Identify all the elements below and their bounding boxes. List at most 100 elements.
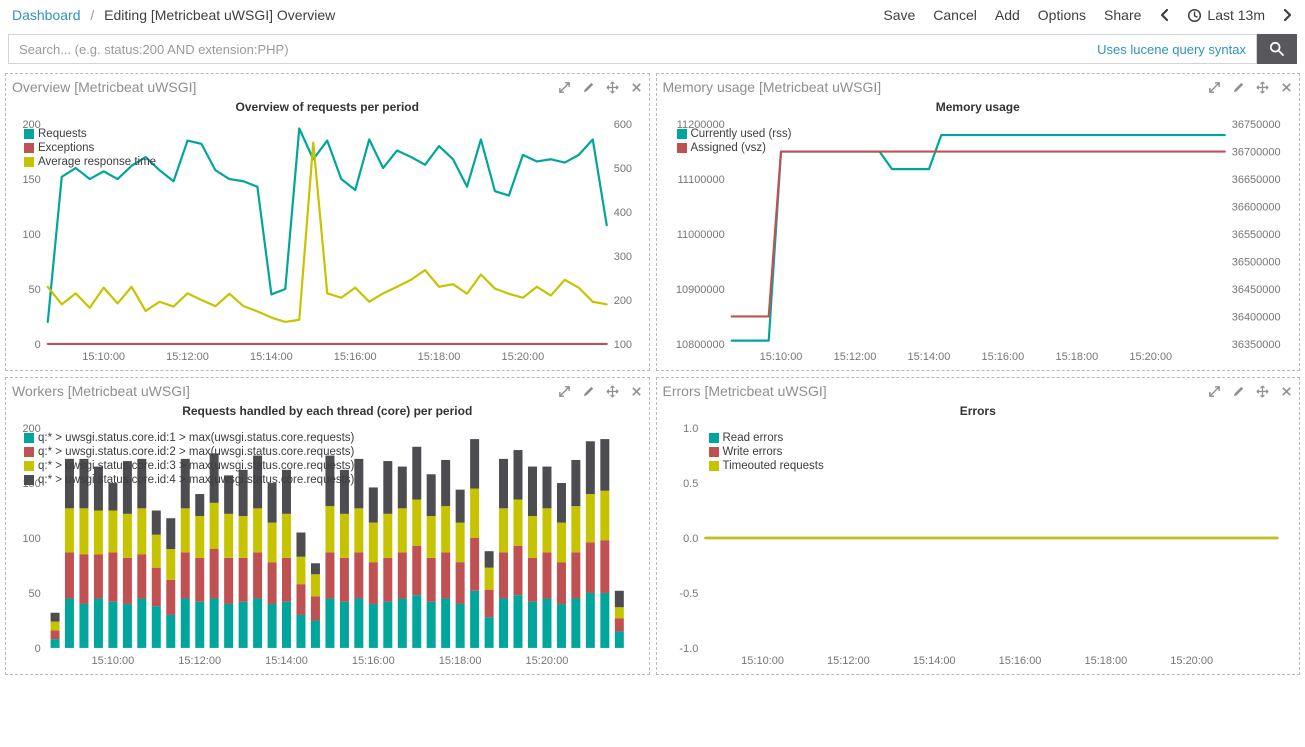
time-back-icon[interactable] <box>1159 8 1169 22</box>
svg-text:50: 50 <box>29 284 41 296</box>
svg-text:100: 100 <box>614 339 632 351</box>
timepicker-button[interactable]: Last 13m <box>1187 7 1265 23</box>
edit-panel-icon[interactable] <box>582 385 595 398</box>
chart-overview: 200 150 100 50 0 600 500 400 300 200 100 15:10:00 15… <box>12 116 643 366</box>
move-panel-icon[interactable] <box>1256 385 1269 398</box>
panel-title: Memory usage [Metricbeat uWSGI] <box>662 79 882 95</box>
legend-label: q:* > uwsgi.status.core.id:1 > max(uwsgi… <box>38 432 355 444</box>
breadcrumb: Dashboard / Editing [Metricbeat uWSGI] O… <box>12 7 335 23</box>
legend-item[interactable]: Timeouted requests <box>708 460 824 472</box>
time-forward-icon[interactable] <box>1283 8 1293 22</box>
svg-text:15:10:00: 15:10:00 <box>759 351 802 363</box>
close-panel-icon[interactable] <box>630 385 643 398</box>
svg-text:15:10:00: 15:10:00 <box>741 655 784 667</box>
svg-text:36650000: 36650000 <box>1231 174 1280 186</box>
svg-text:15:16:00: 15:16:00 <box>981 351 1024 363</box>
legend-swatch <box>24 143 34 153</box>
chart-canvas[interactable]: 11200000 11100000 11000000 10900000 10800000… <box>663 116 1294 366</box>
svg-text:15:16:00: 15:16:00 <box>352 655 395 667</box>
legend-item[interactable]: Read errors <box>708 432 824 444</box>
svg-text:36500000: 36500000 <box>1231 256 1280 268</box>
svg-text:10800000: 10800000 <box>675 339 724 351</box>
legend-item[interactable]: Currently used (rss) <box>676 128 792 140</box>
close-panel-icon[interactable] <box>1280 81 1293 94</box>
svg-text:150: 150 <box>22 174 40 186</box>
svg-text:15:12:00: 15:12:00 <box>833 351 876 363</box>
legend-swatch <box>676 129 687 139</box>
close-panel-icon[interactable] <box>630 81 643 94</box>
save-button[interactable]: Save <box>883 7 916 23</box>
panel-icons <box>558 81 643 94</box>
edit-panel-icon[interactable] <box>582 81 595 94</box>
svg-text:15:14:00: 15:14:00 <box>907 351 950 363</box>
search-button[interactable] <box>1257 34 1297 64</box>
chart-legend: Currently used (rss) Assigned (vsz) <box>676 128 792 156</box>
chart-canvas[interactable]: 1.0 0.5 0.0 -0.5 -1.0 15:10:00 15:12:00 15:14:0… <box>663 420 1294 670</box>
edit-panel-icon[interactable] <box>1232 81 1245 94</box>
chart-legend: q:* > uwsgi.status.core.id:1 > max(uwsgi… <box>24 432 354 488</box>
legend-item[interactable]: Requests <box>24 128 156 140</box>
svg-text:15:16:00: 15:16:00 <box>998 655 1041 667</box>
legend-item[interactable]: q:* > uwsgi.status.core.id:2 > max(uwsgi… <box>24 446 354 458</box>
svg-text:36700000: 36700000 <box>1231 147 1280 159</box>
expand-panel-icon[interactable] <box>1208 81 1221 94</box>
panel-header: Overview [Metricbeat uWSGI] <box>12 76 643 98</box>
svg-text:15:20:00: 15:20:00 <box>526 655 569 667</box>
move-panel-icon[interactable] <box>606 81 619 94</box>
options-button[interactable]: Options <box>1037 7 1087 23</box>
close-panel-icon[interactable] <box>1280 385 1293 398</box>
svg-text:200: 200 <box>22 119 40 131</box>
search-bar: Uses lucene query syntax <box>8 34 1297 64</box>
breadcrumb-separator: / <box>90 7 95 23</box>
svg-text:15:12:00: 15:12:00 <box>166 351 209 363</box>
svg-text:100: 100 <box>22 229 40 241</box>
legend-item[interactable]: Assigned (vsz) <box>676 142 792 154</box>
legend-label: q:* > uwsgi.status.core.id:3 > max(uwsgi… <box>38 460 355 472</box>
cancel-button[interactable]: Cancel <box>933 7 977 23</box>
legend-label: Currently used (rss) <box>690 128 792 140</box>
lucene-syntax-link[interactable]: Uses lucene query syntax <box>1097 41 1246 57</box>
expand-panel-icon[interactable] <box>558 81 571 94</box>
chart-workers: 20015010050015:10:0015:12:0015:14:0015:1… <box>12 420 643 670</box>
share-button[interactable]: Share <box>1104 7 1142 23</box>
svg-text:15:18:00: 15:18:00 <box>1084 655 1127 667</box>
legend-swatch <box>24 475 34 485</box>
chart-legend: Read errors Write errors Timeouted request… <box>708 432 824 474</box>
legend-swatch <box>708 461 719 471</box>
search-input[interactable] <box>17 40 1088 58</box>
legend-label: Average response time <box>38 156 157 168</box>
panel-title: Overview [Metricbeat uWSGI] <box>12 79 197 95</box>
legend-item[interactable]: Write errors <box>708 446 824 458</box>
move-panel-icon[interactable] <box>1256 81 1269 94</box>
svg-text:0: 0 <box>35 339 41 351</box>
svg-text:36750000: 36750000 <box>1231 119 1280 131</box>
add-button[interactable]: Add <box>994 7 1020 23</box>
breadcrumb-dashboard-link[interactable]: Dashboard <box>12 7 81 23</box>
edit-panel-icon[interactable] <box>1232 385 1245 398</box>
panel-memory-usage: Memory usage [Metricbeat uWSGI] Memory u… <box>655 73 1300 371</box>
expand-panel-icon[interactable] <box>1208 385 1221 398</box>
clock-icon <box>1187 8 1202 23</box>
svg-text:0: 0 <box>35 643 41 655</box>
legend-item[interactable]: q:* > uwsgi.status.core.id:1 > max(uwsgi… <box>24 432 354 444</box>
chart-title: Memory usage <box>935 100 1020 114</box>
search-icon <box>1269 41 1285 57</box>
legend-label: Assigned (vsz) <box>690 142 766 154</box>
legend-label: Exceptions <box>38 142 95 154</box>
svg-text:15:18:00: 15:18:00 <box>1055 351 1098 363</box>
svg-text:11000000: 11000000 <box>676 229 724 241</box>
chart-canvas[interactable]: 20015010050015:10:0015:12:0015:14:0015:1… <box>12 420 643 670</box>
legend-item[interactable]: q:* > uwsgi.status.core.id:3 > max(uwsgi… <box>24 460 354 472</box>
svg-text:15:16:00: 15:16:00 <box>334 351 377 363</box>
legend-item[interactable]: q:* > uwsgi.status.core.id:4 > max(uwsgi… <box>24 474 354 486</box>
svg-text:15:20:00: 15:20:00 <box>502 351 545 363</box>
expand-panel-icon[interactable] <box>558 385 571 398</box>
legend-item[interactable]: Exceptions <box>24 142 156 154</box>
legend-swatch <box>24 447 34 457</box>
legend-swatch <box>24 129 34 139</box>
top-nav: Dashboard / Editing [Metricbeat uWSGI] O… <box>0 0 1305 30</box>
move-panel-icon[interactable] <box>606 385 619 398</box>
legend-swatch <box>24 461 34 471</box>
legend-item[interactable]: Average response time <box>24 156 156 168</box>
